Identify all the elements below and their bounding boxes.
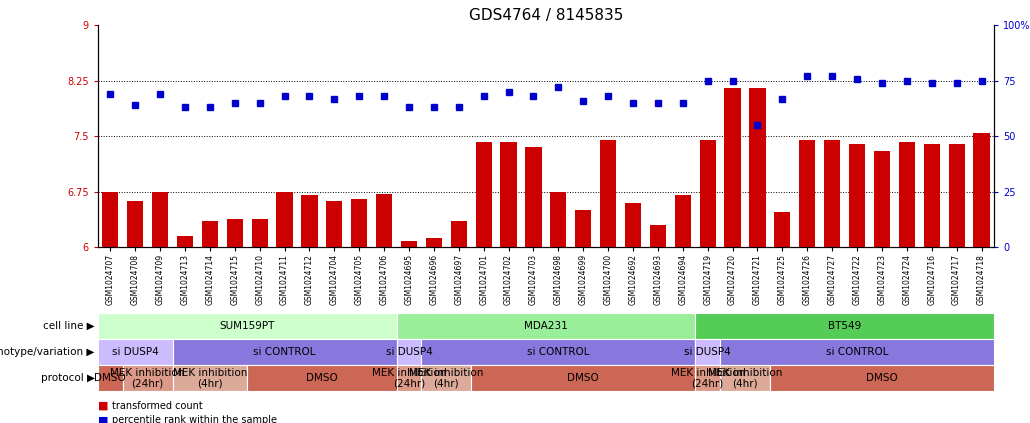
Bar <box>276 192 293 423</box>
Bar <box>750 88 765 423</box>
Title: GDS4764 / 8145835: GDS4764 / 8145835 <box>469 8 623 23</box>
Bar <box>575 210 591 423</box>
Bar <box>376 194 392 423</box>
Text: DMSO: DMSO <box>568 373 599 383</box>
Text: si CONTROL: si CONTROL <box>253 347 316 357</box>
Bar <box>177 236 193 423</box>
Text: percentile rank within the sample: percentile rank within the sample <box>112 415 277 423</box>
Text: SUM159PT: SUM159PT <box>219 321 275 331</box>
Bar <box>102 192 118 423</box>
Bar <box>401 241 417 423</box>
Bar <box>476 142 491 423</box>
Text: si DUSP4: si DUSP4 <box>684 347 731 357</box>
Text: MEK inhibition
(4hr): MEK inhibition (4hr) <box>173 368 247 389</box>
Bar <box>625 203 641 423</box>
Bar <box>775 212 790 423</box>
Text: MEK inhibition
(4hr): MEK inhibition (4hr) <box>409 368 483 389</box>
Bar <box>227 219 243 423</box>
Bar <box>650 225 666 423</box>
Text: cell line ▶: cell line ▶ <box>43 321 95 331</box>
Bar <box>127 201 143 423</box>
Bar <box>327 201 342 423</box>
Bar <box>849 143 865 423</box>
Text: ■: ■ <box>98 415 108 423</box>
Bar <box>799 140 816 423</box>
Bar <box>949 143 965 423</box>
Text: transformed count: transformed count <box>112 401 203 411</box>
Text: si DUSP4: si DUSP4 <box>112 347 159 357</box>
Bar <box>899 142 915 423</box>
Text: MEK inhibition
(4hr): MEK inhibition (4hr) <box>708 368 782 389</box>
Bar <box>724 88 741 423</box>
Bar <box>600 140 616 423</box>
Bar <box>675 195 691 423</box>
Bar <box>451 221 467 423</box>
Text: MEK inhibition
(24hr): MEK inhibition (24hr) <box>372 368 446 389</box>
Bar <box>425 238 442 423</box>
Text: genotype/variation ▶: genotype/variation ▶ <box>0 347 95 357</box>
Bar <box>973 132 990 423</box>
Text: DMSO: DMSO <box>95 373 126 383</box>
Text: DMSO: DMSO <box>866 373 898 383</box>
Bar <box>525 147 542 423</box>
Bar <box>302 195 317 423</box>
Text: DMSO: DMSO <box>306 373 338 383</box>
Text: si DUSP4: si DUSP4 <box>385 347 433 357</box>
Bar <box>924 143 939 423</box>
Text: MEK inhibition
(24hr): MEK inhibition (24hr) <box>671 368 745 389</box>
Text: protocol ▶: protocol ▶ <box>41 373 95 383</box>
Bar <box>873 151 890 423</box>
Bar <box>202 221 218 423</box>
Text: MEK inhibition
(24hr): MEK inhibition (24hr) <box>110 368 184 389</box>
Bar <box>550 192 566 423</box>
Text: si CONTROL: si CONTROL <box>527 347 589 357</box>
Text: MDA231: MDA231 <box>524 321 568 331</box>
Text: si CONTROL: si CONTROL <box>826 347 888 357</box>
Bar <box>699 140 716 423</box>
Bar <box>351 199 368 423</box>
Text: ■: ■ <box>98 401 108 411</box>
Bar <box>152 192 168 423</box>
Text: BT549: BT549 <box>828 321 861 331</box>
Bar <box>824 140 840 423</box>
Bar <box>501 142 517 423</box>
Bar <box>251 219 268 423</box>
